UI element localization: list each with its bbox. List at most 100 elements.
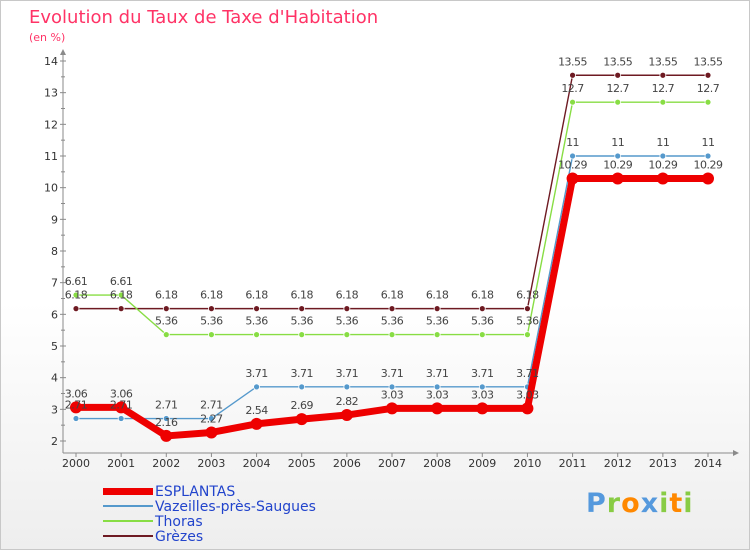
data-label: 11 — [656, 136, 669, 149]
data-label: 13.55 — [558, 55, 587, 68]
x-tick-label: 2002 — [152, 457, 180, 470]
data-label: 3.03 — [426, 388, 449, 401]
x-tick-label: 2009 — [468, 457, 496, 470]
data-point — [343, 305, 351, 313]
data-point — [521, 402, 534, 415]
data-point — [72, 305, 80, 313]
data-label: 3.03 — [471, 388, 494, 401]
x-tick-label: 2001 — [107, 457, 135, 470]
data-point — [614, 71, 622, 79]
y-tick-label: 5 — [51, 340, 58, 353]
data-point — [343, 331, 351, 339]
data-label: 6.18 — [471, 289, 494, 302]
data-point — [253, 383, 260, 391]
data-label: 5.36 — [290, 315, 313, 328]
x-tick-label: 2014 — [694, 457, 722, 470]
legend-label: Grèzes — [155, 529, 204, 545]
data-point — [433, 331, 441, 339]
data-point — [253, 331, 260, 339]
data-label: 2.71 — [155, 399, 178, 412]
data-point — [208, 305, 215, 313]
data-label: 6.18 — [200, 289, 223, 302]
data-label: 6.61 — [110, 275, 133, 288]
data-labels: 6.18 6.18 6.18 6.18 6.18 6.18 6.18 6.18 6.18 6.18… — [65, 55, 724, 429]
y-tick-label: 13 — [44, 87, 58, 100]
data-label: 3.71 — [516, 367, 539, 380]
data-label: 11 — [611, 136, 624, 149]
data-point — [205, 426, 218, 439]
data-point — [704, 152, 712, 160]
data-label: 6.18 — [155, 289, 178, 302]
data-label: 3.03 — [381, 388, 404, 401]
data-label: 6.18 — [516, 289, 539, 302]
data-label: 6.18 — [65, 289, 88, 302]
x-tick-label: 2011 — [559, 457, 587, 470]
x-tick-label: 2013 — [649, 457, 677, 470]
data-label: 3.71 — [336, 367, 359, 380]
data-label: 3.03 — [516, 388, 539, 401]
data-point — [431, 402, 444, 415]
data-point — [72, 415, 80, 422]
x-tick-label: 2008 — [423, 457, 451, 470]
data-point — [208, 331, 215, 339]
series-layer — [70, 71, 714, 442]
data-label: 2.54 — [245, 404, 268, 417]
legend-label: Thoras — [155, 514, 203, 530]
data-label: 6.18 — [290, 289, 313, 302]
data-label: 6.18 — [426, 289, 449, 302]
y-tick-label: 9 — [51, 213, 58, 226]
y-tick-label: 8 — [51, 245, 58, 258]
data-label: 5.36 — [516, 315, 539, 328]
data-label: 5.36 — [200, 315, 223, 328]
data-label: 3.71 — [381, 367, 404, 380]
data-label: 3.71 — [245, 367, 268, 380]
data-point — [569, 71, 576, 79]
data-label: 10.29 — [648, 158, 677, 171]
y-tick-label: 3 — [51, 403, 58, 416]
legend-swatch — [103, 520, 153, 522]
data-point — [388, 305, 396, 313]
x-tick-label: 2012 — [604, 457, 632, 470]
data-point — [295, 413, 308, 426]
series-line — [75, 74, 709, 310]
y-tick-label: 6 — [51, 308, 58, 321]
y-tick-label: 2 — [51, 435, 58, 448]
data-point — [253, 305, 260, 313]
data-point — [115, 401, 128, 414]
x-tick-label: 2005 — [288, 457, 316, 470]
data-point — [433, 383, 441, 391]
data-point — [524, 305, 531, 313]
data-point — [476, 402, 489, 415]
legend-swatch — [103, 487, 153, 495]
data-point — [162, 415, 170, 422]
data-label: 11 — [702, 136, 715, 149]
data-label: 5.36 — [155, 315, 178, 328]
brand-letter: x — [640, 488, 660, 519]
data-label: 5.36 — [336, 315, 359, 328]
data-label: 6.18 — [381, 289, 404, 302]
brand-letter: o — [621, 488, 641, 519]
data-label: 3.71 — [290, 367, 313, 380]
data-point — [569, 98, 576, 106]
data-label: 2.27 — [200, 412, 223, 425]
x-tick-label: 2010 — [513, 457, 541, 470]
data-label: 2.71 — [200, 399, 223, 412]
data-label: 10.29 — [603, 158, 632, 171]
brand-letter: r — [606, 488, 622, 519]
y-tick-label: 11 — [44, 150, 58, 163]
data-label: 12.7 — [652, 82, 675, 95]
y-tick-label: 14 — [44, 55, 58, 68]
data-point — [117, 305, 125, 313]
data-point — [614, 152, 622, 160]
data-point — [524, 331, 531, 339]
data-label: 10.29 — [694, 158, 723, 171]
data-point — [117, 291, 125, 299]
chart-title: Evolution du Taux de Taxe d'Habitation — [29, 7, 379, 28]
x-tick-label: 2004 — [243, 457, 271, 470]
legend-swatch — [103, 505, 153, 507]
data-label: 2.16 — [155, 416, 178, 429]
data-point — [704, 71, 712, 79]
y-axis-arrow — [60, 49, 66, 55]
data-point — [478, 305, 486, 313]
data-label: 13.55 — [694, 55, 723, 68]
